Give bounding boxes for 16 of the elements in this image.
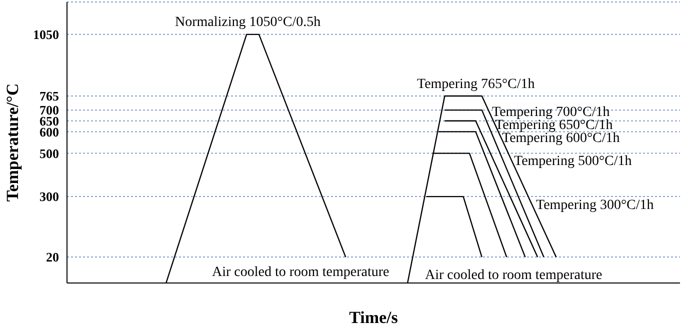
annotation: Air cooled to room temperature (212, 265, 390, 281)
y-tick-label: 500 (40, 146, 59, 161)
y-tick-label: 300 (40, 189, 59, 204)
annotation: Tempering 500°C/1h (514, 154, 632, 170)
y-tick-label: 20 (46, 250, 59, 265)
y-tick-label: 765 (40, 88, 60, 104)
y-axis-title: Temperature/°C (3, 83, 22, 202)
annotation: Tempering 650°C/1h (495, 118, 613, 133)
annotation: Tempering 700°C/1h (492, 105, 610, 120)
annotation: Tempering 300°C/1h (536, 198, 654, 214)
annotation: Normalizing 1050°C/0.5h (175, 15, 321, 31)
y-tick-label: 1050 (33, 27, 59, 42)
annotation: Air cooled to room temperature (425, 268, 602, 284)
annotation: Tempering 765°C/1h (417, 77, 535, 93)
annotation: Tempering 600°C/1h (502, 131, 620, 147)
x-axis-title: Time/s (349, 308, 398, 327)
